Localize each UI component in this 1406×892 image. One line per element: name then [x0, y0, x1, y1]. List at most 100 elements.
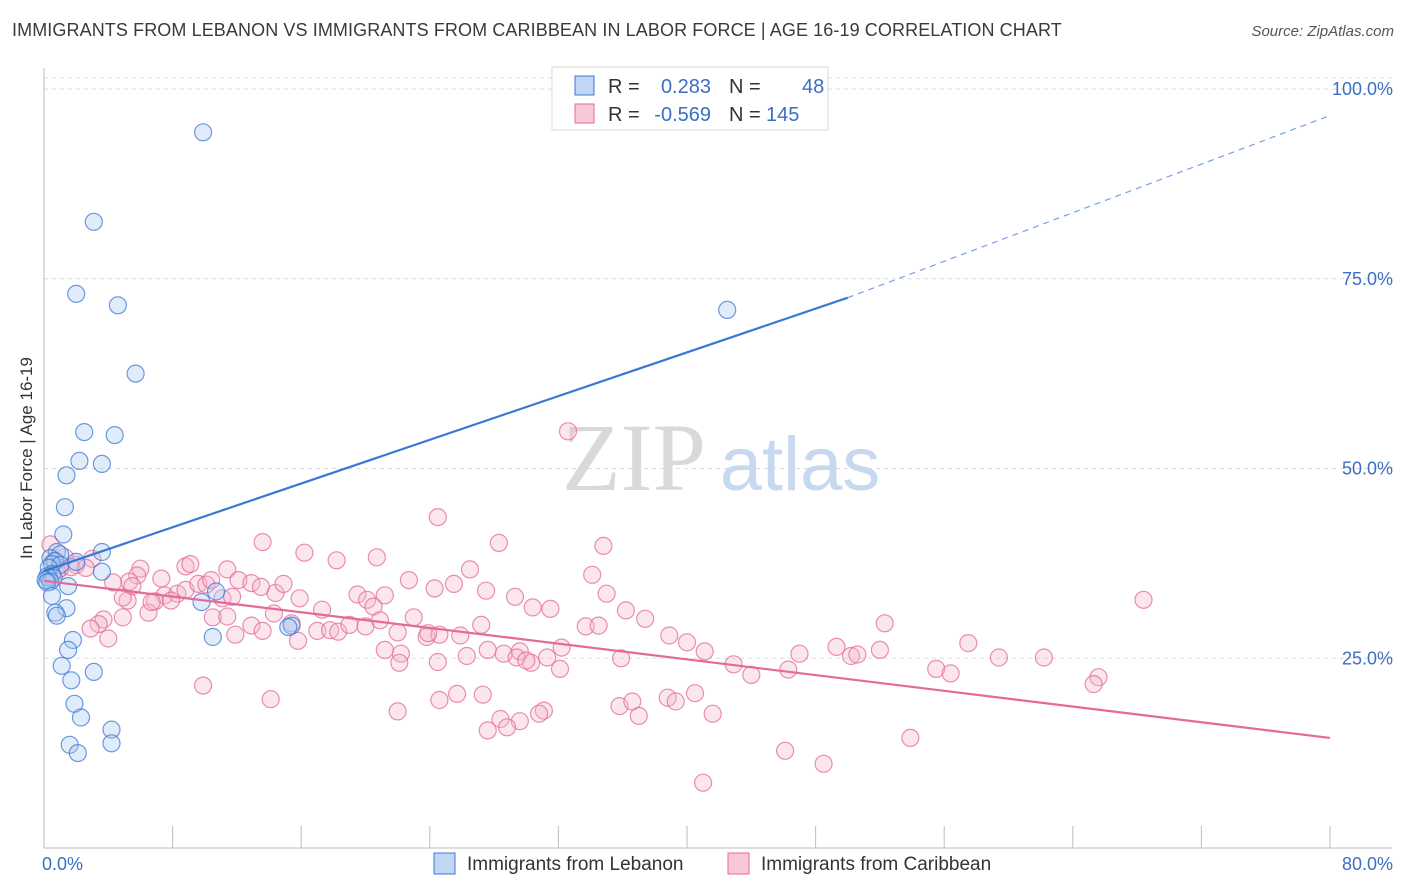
caribbean-point-104: [460, 560, 480, 579]
caribbean-point-78: [636, 609, 655, 628]
caribbean-point-64: [388, 623, 407, 642]
watermark-atlas: atlas: [720, 422, 881, 507]
lebanon-point-46: [71, 708, 91, 727]
caribbean-point-111: [425, 579, 444, 598]
axes: [43, 68, 1392, 849]
caribbean-point-25: [99, 629, 118, 648]
tick-labels: 25.0% 50.0% 75.0% 100.0% 0.0% 80.0%: [42, 79, 1393, 874]
lebanon-n-label: N =: [729, 76, 761, 98]
caribbean-point-35: [218, 560, 237, 579]
caribbean-r-value: -0.569: [654, 104, 711, 126]
x-tick-label-0: 0.0%: [42, 854, 83, 874]
lebanon-point-12: [54, 525, 73, 544]
lebanon-point-9: [92, 454, 112, 473]
caribbean-point-60: [329, 622, 348, 641]
caribbean-point-137: [473, 685, 492, 704]
caribbean-n-label: N =: [729, 104, 761, 126]
caribbean-swatch: [574, 103, 595, 124]
caribbean-point-109: [399, 570, 418, 590]
caribbean-point-99: [253, 532, 272, 552]
caribbean-point-126: [629, 706, 648, 726]
lebanon-point-5: [126, 364, 145, 383]
caribbean-point-132: [529, 704, 549, 723]
legend-lebanon-label: Immigrants from Lebanon: [467, 854, 684, 875]
caribbean-point-119: [390, 653, 409, 672]
caribbean-point-61: [340, 615, 359, 635]
caribbean-point-87: [841, 646, 861, 666]
caribbean-point-138: [478, 721, 497, 740]
caribbean-point-140: [693, 773, 713, 792]
caribbean-point-42: [290, 589, 309, 608]
trend-lines: [43, 115, 1331, 740]
watermark: ZIP atlas: [562, 404, 880, 511]
lebanon-point-0: [194, 123, 213, 142]
caribbean-point-14: [176, 557, 195, 576]
caribbean-point-144: [558, 422, 578, 441]
caribbean-point-48: [375, 586, 394, 605]
caribbean-point-13: [103, 573, 123, 592]
lebanon-point-36: [47, 606, 67, 625]
legend-caribbean-label: Immigrants from Caribbean: [761, 854, 991, 875]
caribbean-point-141: [775, 741, 795, 760]
caribbean-point-118: [375, 640, 394, 660]
caribbean-n-value: 145: [766, 104, 799, 126]
lebanon-point-50: [68, 743, 87, 763]
lebanon-r-label: R =: [608, 76, 640, 98]
caribbean-point-76: [589, 616, 608, 635]
caribbean-point-54: [253, 621, 272, 641]
caribbean-point-36: [223, 587, 242, 606]
lebanon-point-38: [279, 617, 298, 637]
caribbean-point-129: [685, 684, 705, 703]
caribbean-point-74: [550, 659, 570, 679]
lebanon-point-6: [75, 423, 94, 442]
caribbean-point-77: [611, 649, 631, 668]
caribbean-point-143: [901, 728, 920, 748]
lebanon-point-11: [55, 498, 75, 517]
lebanon-trend-line: [43, 296, 849, 573]
caribbean-point-73: [537, 648, 557, 667]
caribbean-point-112: [505, 587, 525, 606]
caribbean-point-58: [308, 621, 327, 641]
lebanon-point-42: [52, 656, 71, 675]
caribbean-point-33: [202, 570, 221, 590]
lebanon-swatch: [574, 75, 595, 96]
legend-lebanon-swatch: [433, 852, 456, 875]
caribbean-point-52: [218, 607, 237, 626]
caribbean-point-79: [660, 626, 679, 645]
caribbean-point-21: [113, 608, 132, 627]
x-tick-label-1: 80.0%: [1342, 854, 1393, 874]
caribbean-point-97: [1084, 674, 1103, 694]
lebanon-point-41: [58, 640, 78, 660]
caribbean-point-68: [451, 626, 470, 645]
caribbean-point-105: [477, 581, 496, 600]
caribbean-point-136: [430, 690, 449, 710]
y-tick-label-3: 100.0%: [1332, 79, 1393, 99]
caribbean-point-41: [274, 574, 293, 594]
lebanon-trend-extension: [847, 115, 1331, 299]
legend-caribbean-swatch: [727, 852, 750, 875]
grid-lines: [44, 77, 1392, 659]
lebanon-n-value: 48: [802, 76, 824, 98]
caribbean-point-145: [194, 676, 213, 695]
lebanon-point-1: [84, 212, 103, 231]
stats-legend: R = 0.283 N = 48 R = -0.569 N = 145: [551, 66, 829, 131]
caribbean-point-65: [404, 608, 423, 627]
caribbean-point-135: [448, 684, 467, 704]
caribbean-point-123: [552, 638, 571, 657]
caribbean-point-131: [534, 701, 554, 720]
caribbean-point-43: [295, 543, 314, 562]
caribbean-point-94: [989, 648, 1009, 667]
lebanon-point-3: [108, 296, 128, 315]
caribbean-point-120: [457, 646, 476, 666]
caribbean-point-88: [848, 645, 867, 664]
lebanon-r-value: 0.283: [661, 76, 711, 98]
caribbean-point-113: [541, 599, 560, 619]
caribbean-point-84: [779, 660, 798, 679]
caribbean-point-80: [677, 633, 697, 652]
caribbean-point-90: [870, 640, 890, 660]
caribbean-point-110: [444, 574, 463, 594]
caribbean-point-139: [497, 718, 517, 737]
caribbean-point-85: [790, 644, 809, 663]
y-tick-label-0: 25.0%: [1342, 648, 1393, 668]
